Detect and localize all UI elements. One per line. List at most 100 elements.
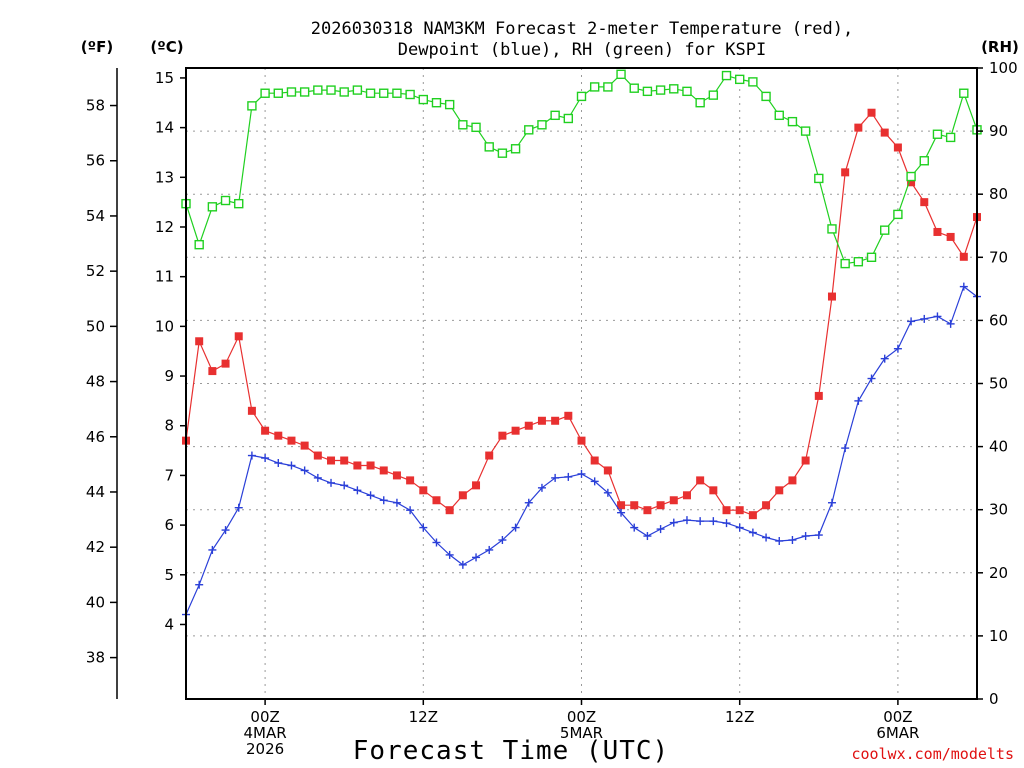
celsius-tick-label: 11 [155, 268, 174, 286]
temperature-point [577, 436, 586, 445]
dewpoint-point [287, 461, 296, 470]
temperature-point [814, 391, 823, 400]
temperature-point [406, 476, 415, 485]
temperature-point [590, 456, 599, 465]
rh-point [642, 86, 653, 97]
rh-point [339, 87, 349, 97]
rh-point [761, 91, 771, 102]
temperature-point [682, 491, 691, 500]
rh-tick-label: 30 [989, 501, 1008, 519]
celsius-tick-label: 13 [155, 168, 174, 186]
temperature-point [564, 411, 573, 420]
dewpoint-point [735, 523, 744, 532]
rh-point [655, 85, 666, 95]
time-tick-label: 00Z [567, 708, 596, 726]
dewpoint-point [485, 545, 494, 554]
dewpoint-point [551, 473, 560, 482]
temperature-point [458, 491, 467, 500]
temperature-point [261, 426, 270, 435]
temperature-point [195, 337, 204, 346]
temperature-point [234, 332, 243, 341]
fahrenheit-unit-label: (ºF) [81, 38, 113, 56]
temperature-point [841, 168, 850, 177]
rh-point [260, 88, 270, 98]
dewpoint-point [696, 517, 705, 526]
temperature-point [933, 227, 942, 236]
dewpoint-point [353, 486, 362, 495]
temperature-point [603, 466, 612, 475]
rh-point [866, 252, 877, 263]
axes: 4567891011121314153840424446485052545658… [86, 59, 1018, 758]
temperature-point [907, 178, 916, 187]
celsius-tick-label: 8 [164, 417, 174, 435]
dewpoint-point [221, 526, 230, 535]
celsius-unit-label: (ºC) [150, 38, 183, 56]
temperature-point [709, 486, 718, 495]
x-axis-label: Forecast Time (UTC) [353, 736, 669, 766]
dewpoint-point [762, 533, 771, 542]
rh-point [616, 69, 626, 80]
rh-point [326, 85, 336, 95]
temperature-point [617, 501, 626, 510]
celsius-tick-label: 5 [164, 566, 174, 584]
temperature-point [366, 461, 375, 470]
temperature-point [959, 252, 968, 261]
dewpoint-point [498, 536, 507, 545]
rh-point [945, 132, 956, 143]
rh-point [220, 195, 231, 206]
temperature-point [353, 461, 362, 470]
dewpoint-point [643, 532, 652, 541]
temperature-point [656, 501, 665, 510]
time-tick-label: 00Z [250, 708, 279, 726]
rh-point [906, 171, 916, 182]
series-line-rh [185, 73, 978, 265]
temperature-point [274, 431, 283, 440]
rh-point [827, 224, 837, 234]
dewpoint-point [946, 319, 955, 328]
rh-point [787, 116, 798, 127]
temperature-point [748, 511, 757, 520]
chart-title-line1: 2026030318 NAM3KM Forecast 2-meter Tempe… [311, 19, 853, 39]
temperature-point [643, 506, 652, 515]
dewpoint-point [511, 523, 520, 532]
temperature-point [300, 441, 309, 450]
temperature-point [893, 143, 902, 152]
dewpoint-point [379, 496, 388, 505]
time-tick-label: 12Z [409, 708, 438, 726]
time-tick-label: 6MAR [876, 724, 919, 742]
celsius-tick-label: 7 [164, 466, 174, 484]
time-tick-label: 00Z [883, 708, 912, 726]
dewpoint-point [709, 517, 718, 526]
fahrenheit-tick-label: 44 [86, 483, 105, 501]
rh-point [458, 120, 468, 130]
fahrenheit-tick-label: 58 [86, 97, 105, 115]
temperature-point [313, 451, 322, 460]
dewpoint-point [234, 503, 243, 512]
dewpoint-point [827, 498, 836, 507]
rh-point [194, 239, 204, 250]
rh-point [444, 99, 455, 110]
celsius-tick-label: 15 [155, 69, 174, 87]
rh-point [695, 98, 705, 108]
dewpoint-point [564, 472, 573, 481]
celsius-tick-label: 12 [155, 218, 174, 236]
dewpoint-point [814, 531, 823, 540]
dewpoint-point [274, 458, 283, 467]
rh-point [669, 84, 679, 94]
rh-point [774, 110, 784, 121]
temperature-point [788, 476, 797, 485]
rh-point [840, 258, 850, 269]
dewpoint-point [419, 523, 428, 532]
celsius-tick-label: 6 [164, 516, 174, 534]
dewpoint-point [893, 344, 902, 353]
dewpoint-point [366, 491, 375, 500]
dewpoint-point [854, 396, 863, 405]
rh-point [800, 126, 811, 136]
dewpoint-point [590, 477, 599, 486]
temperature-point [630, 501, 639, 510]
rh-point [708, 90, 719, 100]
dewpoint-point [445, 550, 454, 559]
temperature-point [247, 406, 256, 415]
rh-point [207, 202, 218, 212]
rh-tick-label: 70 [989, 248, 1008, 266]
